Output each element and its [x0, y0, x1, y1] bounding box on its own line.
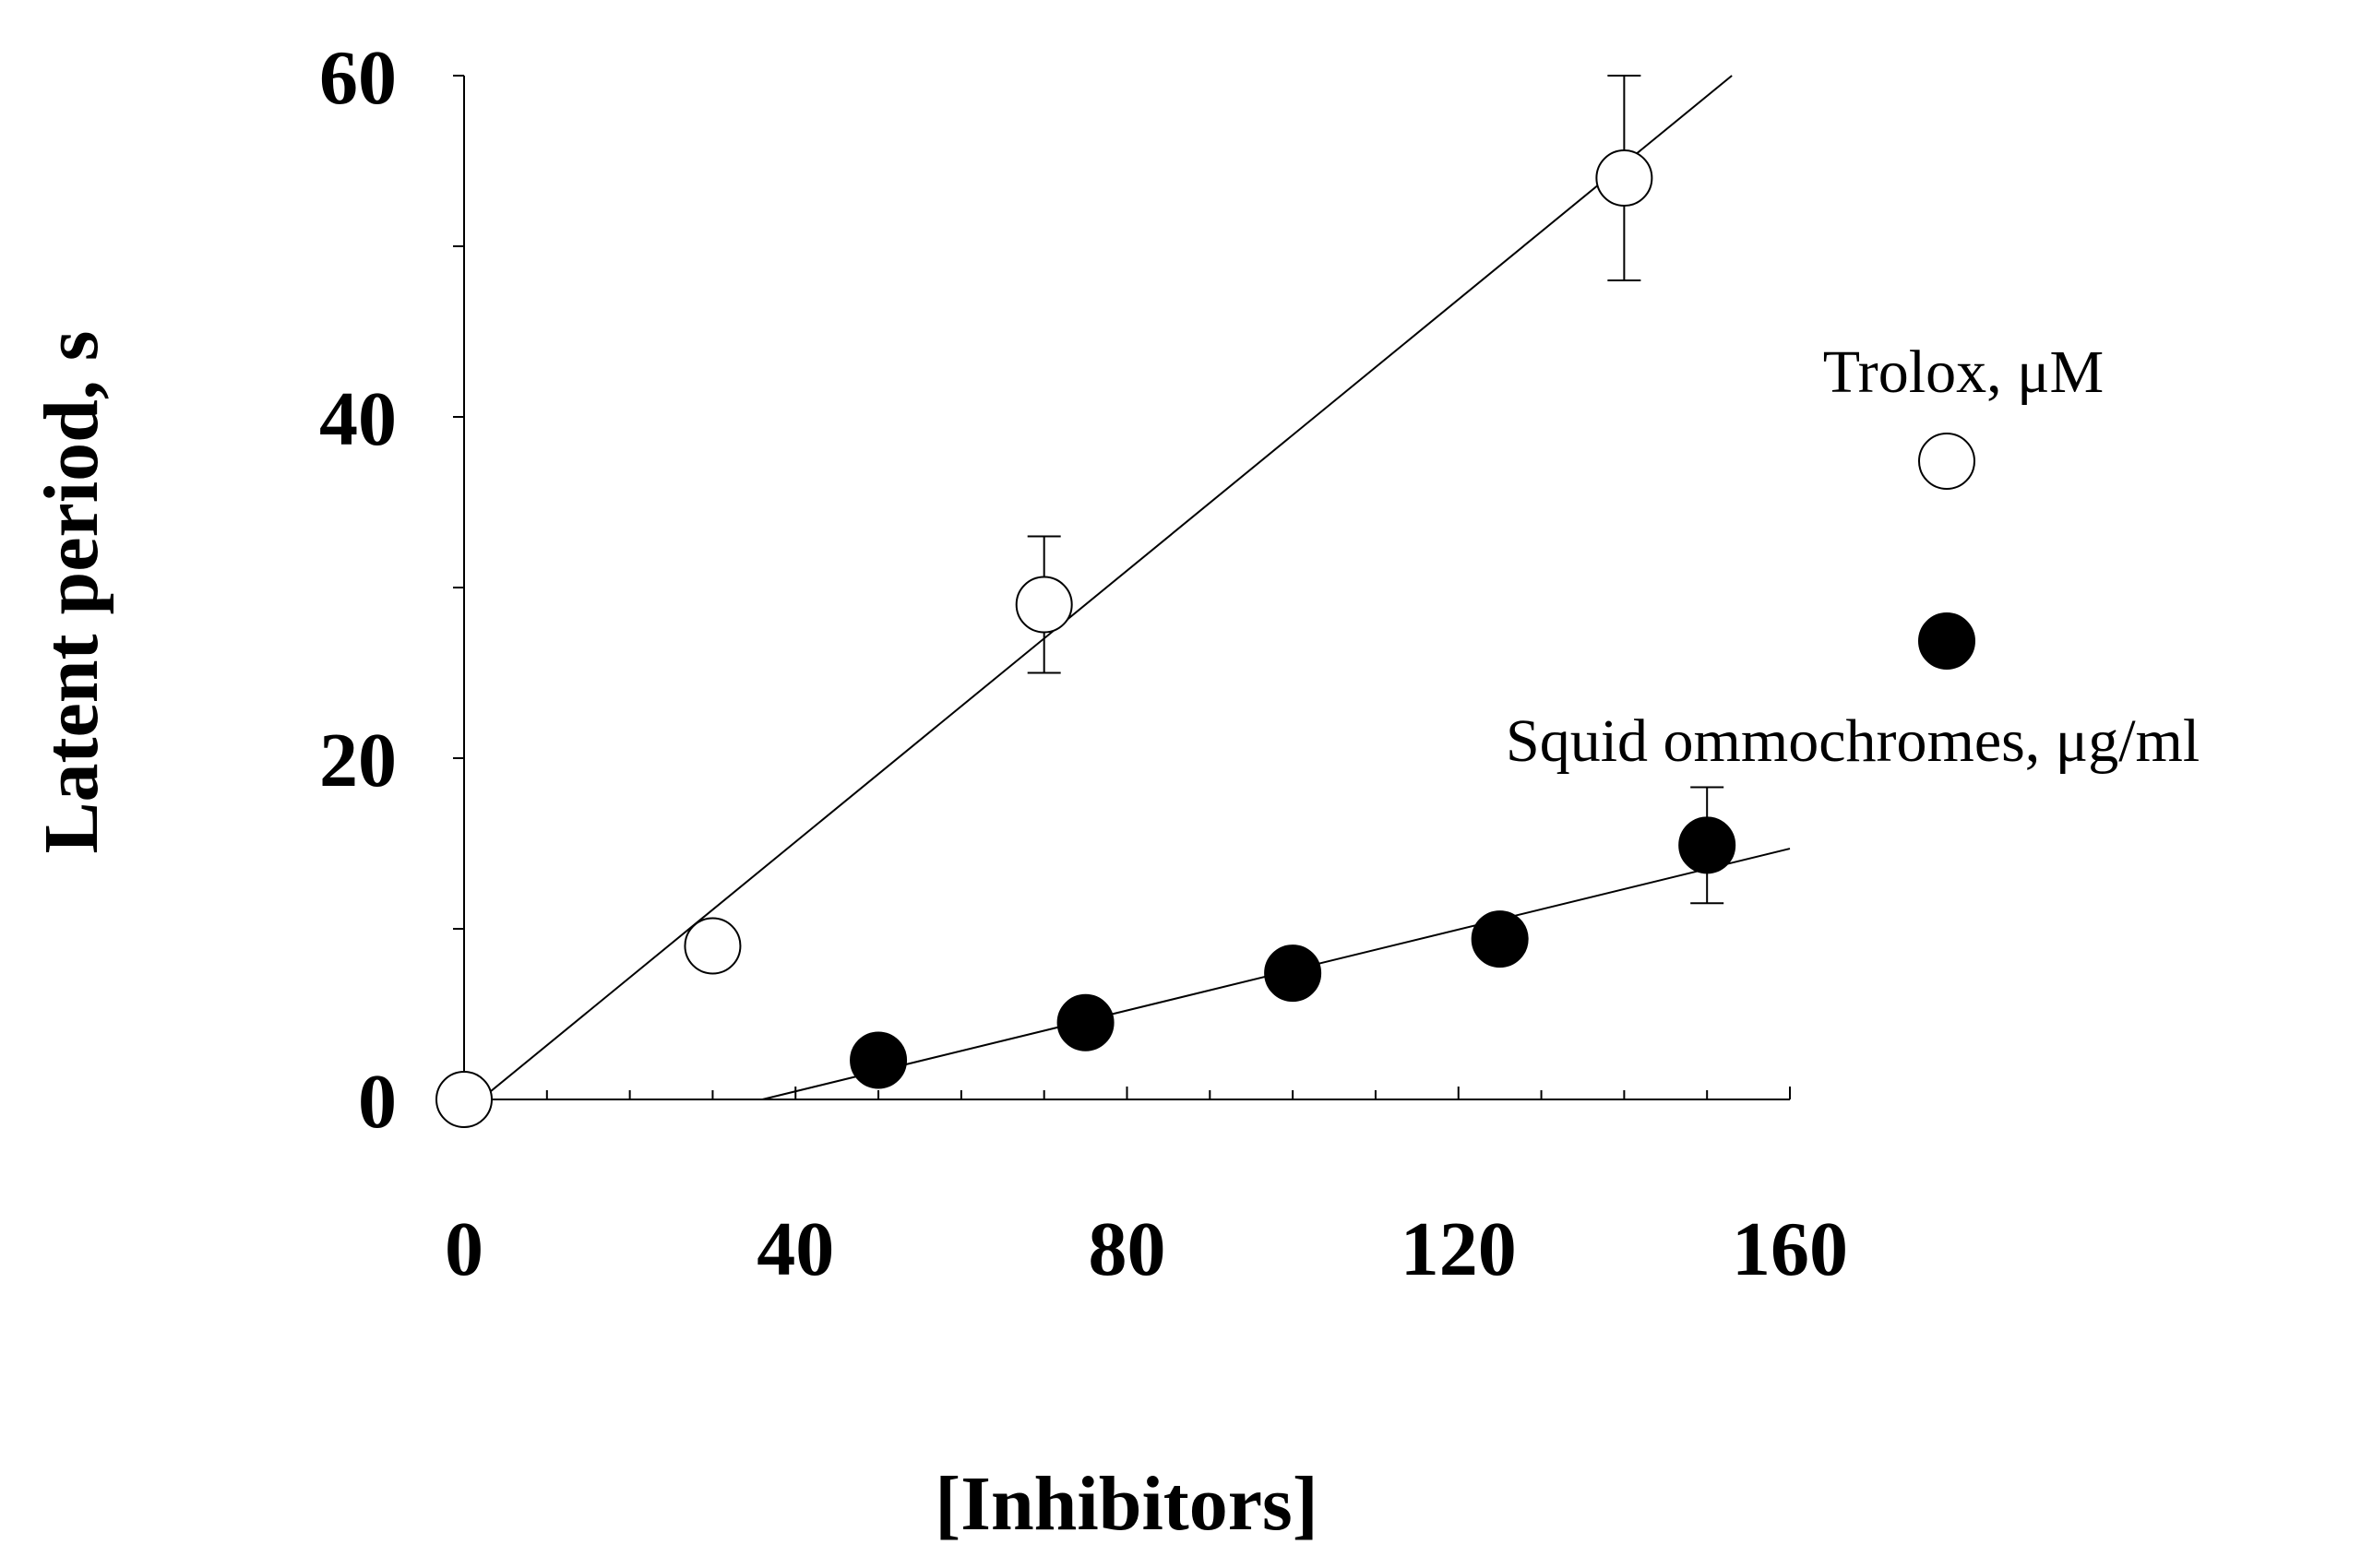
data-points — [435, 149, 1736, 1128]
legend: Trolox, μM Squid ommochromes, μg/ml — [1506, 339, 2200, 775]
axes — [453, 75, 1791, 1100]
data-point-squid-ommochromes — [1264, 944, 1322, 1003]
fit-lines — [463, 75, 1791, 1114]
legend-label-squid-ommochromes: Squid ommochromes, μg/ml — [1506, 707, 2200, 775]
data-point-trolox — [435, 1071, 493, 1128]
y-tick-label: 60 — [319, 35, 397, 121]
y-tick-label: 20 — [319, 718, 397, 803]
y-tick-label: 40 — [319, 376, 397, 462]
fit-line-series-0 — [463, 75, 1733, 1114]
x-tick-label: 40 — [757, 1206, 834, 1292]
x-tick-label: 160 — [1732, 1206, 1848, 1292]
legend-label-trolox: Trolox, μM — [1823, 339, 2104, 406]
legend-marker-trolox — [1918, 433, 1975, 490]
data-point-squid-ommochromes — [1678, 816, 1736, 874]
tick-labels: 0 20 40 60 0 40 80 120 160 — [319, 35, 1848, 1292]
data-point-squid-ommochromes — [1056, 993, 1115, 1051]
x-axis-title: [Inhibitors] — [935, 1461, 1318, 1547]
y-tick-label: 0 — [358, 1059, 397, 1145]
data-point-squid-ommochromes — [1471, 910, 1529, 968]
data-point-squid-ommochromes — [850, 1031, 908, 1089]
data-point-trolox — [1595, 149, 1653, 207]
legend-marker-squid-ommochromes — [1918, 612, 1975, 670]
data-point-trolox — [1015, 576, 1073, 634]
data-point-trolox — [684, 917, 742, 975]
x-tick-label: 80 — [1089, 1206, 1166, 1292]
x-tick-label: 0 — [445, 1206, 483, 1292]
x-tick-label: 120 — [1401, 1206, 1517, 1292]
y-axis-title: Latent period, s — [29, 331, 114, 854]
